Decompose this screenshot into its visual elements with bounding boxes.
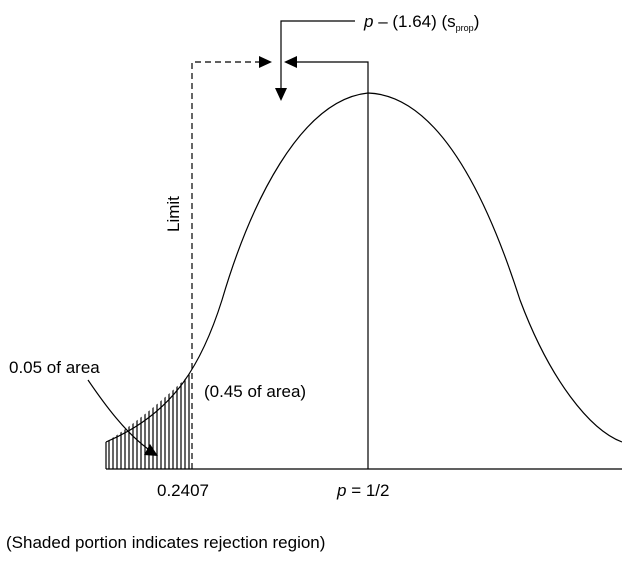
left-tail-area-label: 0.05 of area [9,358,100,377]
figure-caption: (Shaded portion indicates rejection regi… [6,533,325,553]
formula-label: p – (1.64) (sprop) [363,12,479,33]
mean-value-label: p = 1/2 [336,481,389,500]
middle-area-label: (0.45 of area) [204,382,306,401]
formula-bracket [281,21,355,90]
formula-arrowhead-down [275,88,287,101]
formula-arrow-right [296,62,368,93]
limit-label: Limit [164,196,183,232]
limit-arrowhead [259,56,272,68]
limit-dashed-line [192,62,260,469]
critical-value-label: 0.2407 [157,481,209,500]
formula-arrowhead-left [284,56,297,68]
